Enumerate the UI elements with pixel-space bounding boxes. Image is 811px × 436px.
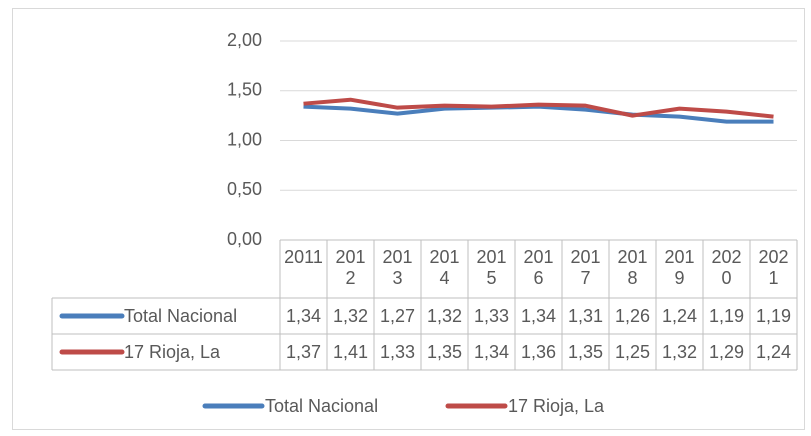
table-value: 1,32 [662,342,697,362]
y-tick-label: 0,50 [227,179,262,199]
x-tick-label: 2013 [382,247,413,288]
table-value: 1,37 [286,342,321,362]
table-value: 1,25 [615,342,650,362]
x-tick-label: 2011 [284,247,323,267]
x-tick-label: 2016 [523,247,554,288]
table-series-name: 17 Rioja, La [124,342,221,362]
y-tick-label: 0,00 [227,229,262,249]
y-tick-label: 1,00 [227,129,262,149]
chart-border [12,8,805,430]
table-value: 1,24 [662,306,697,326]
legend-label: 17 Rioja, La [508,396,605,416]
table-value: 1,19 [756,306,791,326]
table-value: 1,26 [615,306,650,326]
x-tick-label: 2018 [617,247,648,288]
table-value: 1,35 [568,342,603,362]
y-tick-label: 2,00 [227,30,262,50]
table-value: 1,33 [380,342,415,362]
x-tick-label: 2020 [711,247,742,288]
legend-label: Total Nacional [265,396,378,416]
table-value: 1,41 [333,342,368,362]
table-value: 1,32 [333,306,368,326]
x-tick-label: 2019 [664,247,695,288]
table-series-name: Total Nacional [124,306,237,326]
table-value: 1,24 [756,342,791,362]
x-tick-label: 2017 [570,247,601,288]
table-value: 1,34 [286,306,321,326]
table-value: 1,35 [427,342,462,362]
x-tick-label: 2012 [335,247,366,288]
y-tick-label: 1,50 [227,80,262,100]
x-tick-label: 2015 [476,247,507,288]
table-value: 1,19 [709,306,744,326]
line-series [303,97,774,119]
table-value: 1,29 [709,342,744,362]
x-tick-label: 2014 [429,247,460,288]
table-value: 1,34 [521,306,556,326]
table-value: 1,32 [427,306,462,326]
x-tick-label: 2021 [758,247,789,288]
table-value: 1,27 [380,306,415,326]
table-value: 1,34 [474,342,509,362]
table-value: 1,33 [474,306,509,326]
table-value: 1,36 [521,342,556,362]
table-value: 1,31 [568,306,603,326]
